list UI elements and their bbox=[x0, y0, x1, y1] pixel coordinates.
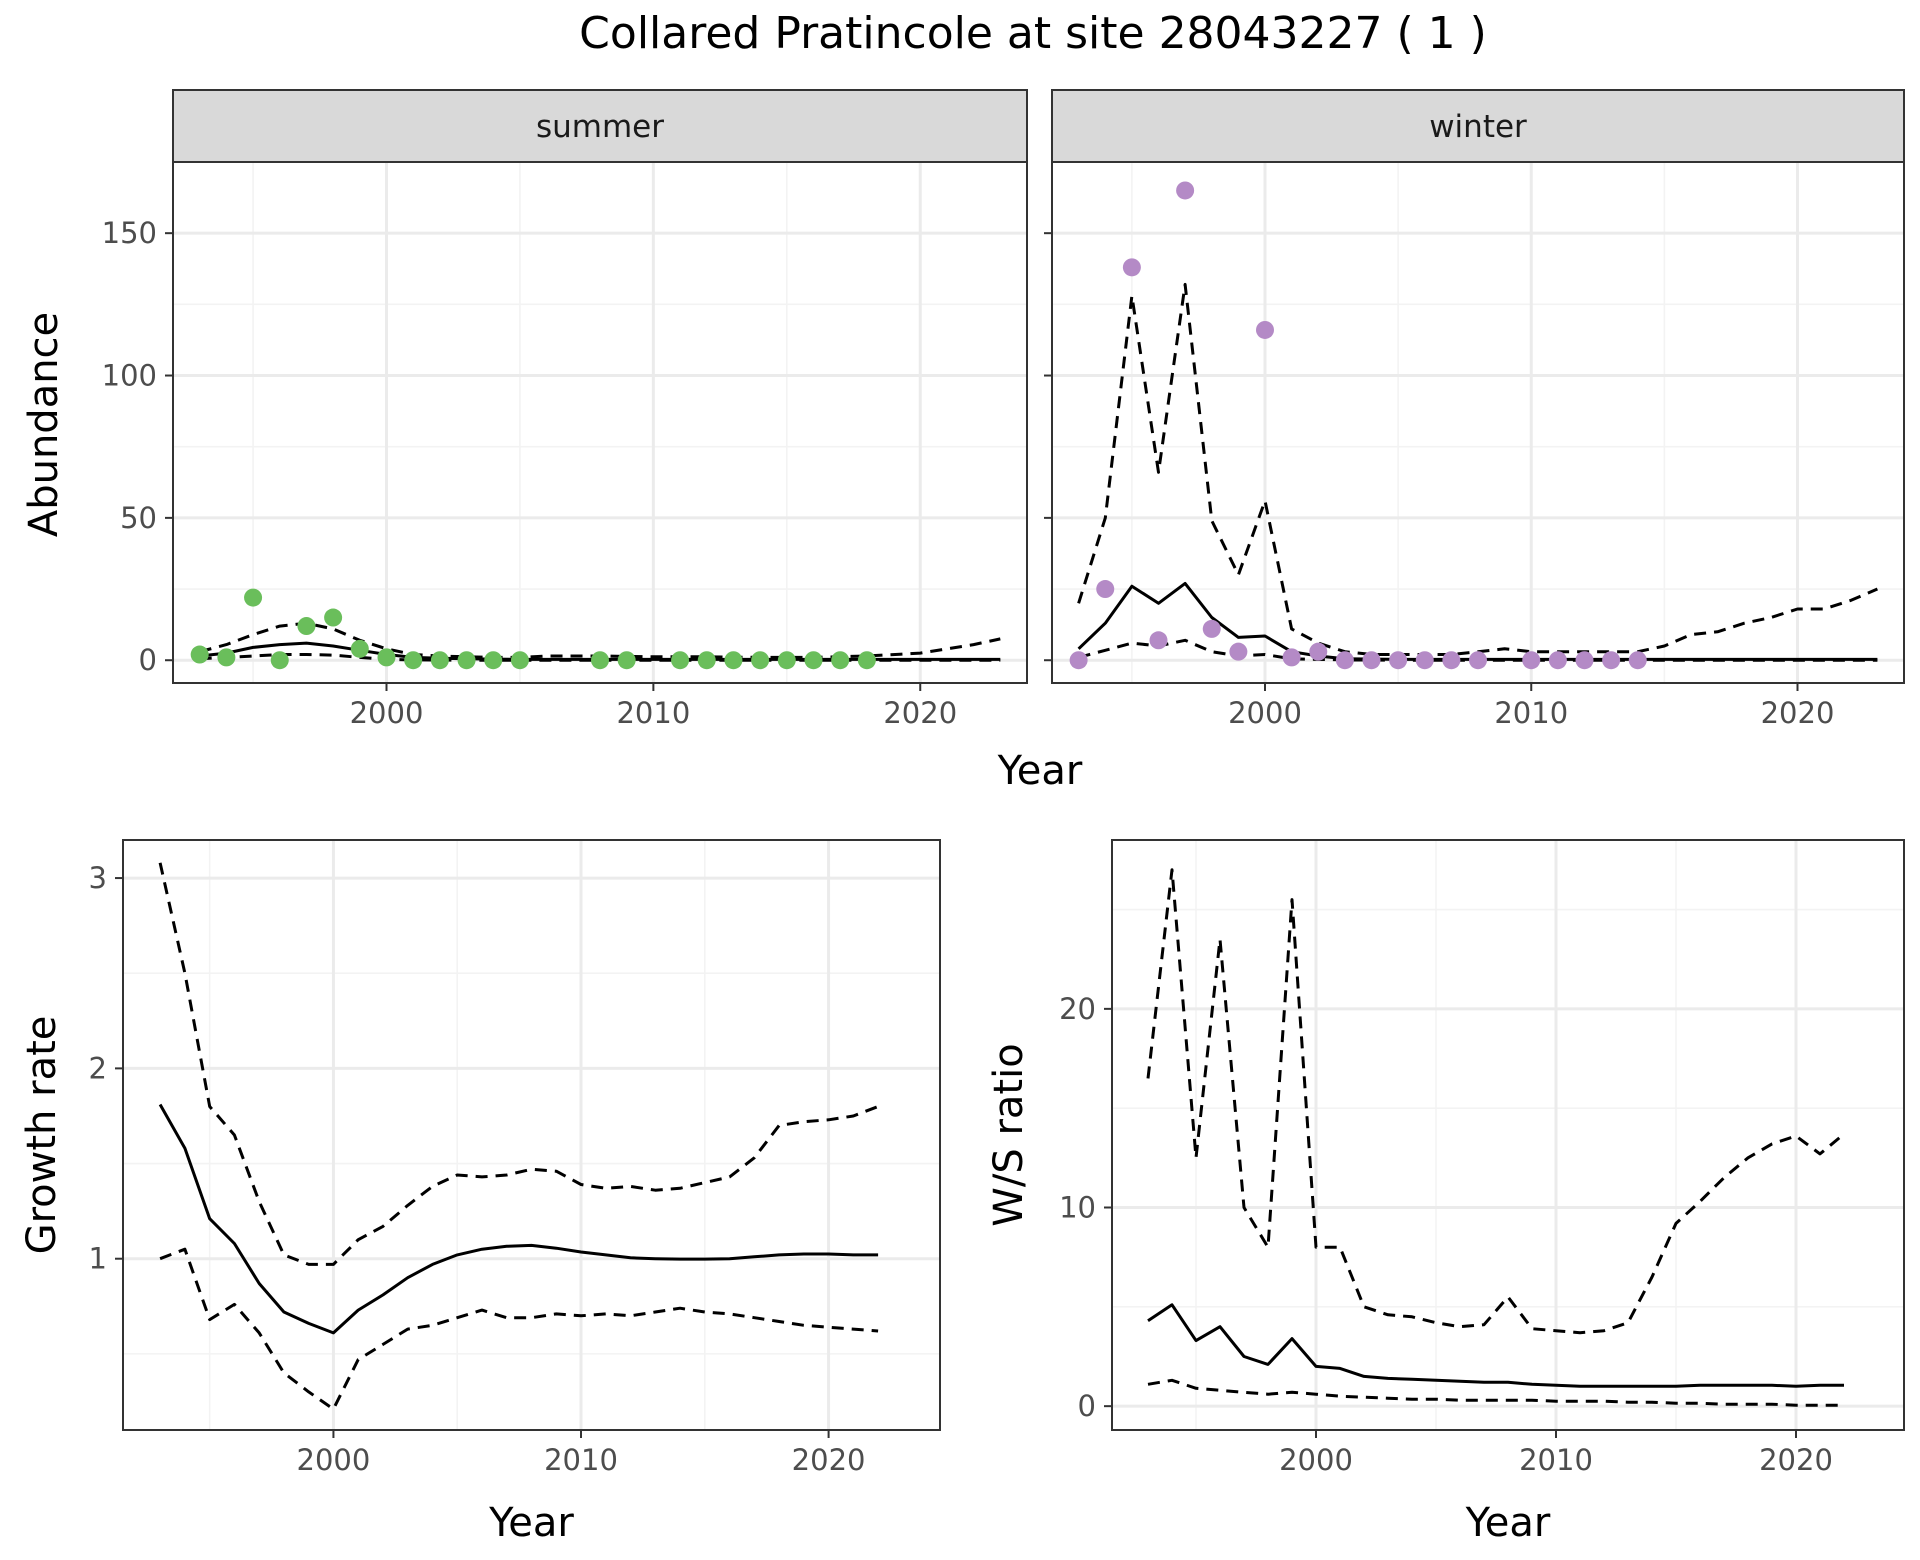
winter-strip bbox=[1051, 89, 1905, 163]
summer-strip-label: summer bbox=[536, 109, 664, 145]
y-tick-label: 3 bbox=[89, 861, 107, 895]
x-tick-label: 2000 bbox=[1228, 696, 1302, 730]
summer-data-point bbox=[190, 645, 209, 664]
winter-data-point bbox=[1335, 651, 1354, 670]
summer-data-point bbox=[591, 651, 609, 670]
ratio-panel-border bbox=[1111, 839, 1905, 1431]
x-tick-label: 2010 bbox=[616, 696, 690, 730]
winter-data-point bbox=[1282, 648, 1301, 667]
summer-data-point bbox=[724, 651, 743, 670]
x-tick-label: 2000 bbox=[1279, 1443, 1353, 1477]
growth-panel-border bbox=[122, 839, 941, 1431]
y-tick-label: 10 bbox=[1059, 1191, 1096, 1225]
winter-data-point bbox=[1229, 642, 1248, 661]
winter-strip-label: winter bbox=[1429, 109, 1527, 145]
winter-data-point bbox=[1469, 651, 1487, 670]
winter-panel: winter 2000 2010 2020 bbox=[1044, 89, 1905, 730]
growth-series-solid-estimate bbox=[158, 1103, 879, 1335]
summer-data-point bbox=[377, 648, 396, 667]
winter-data-point bbox=[1309, 642, 1328, 661]
y-tick-label: 50 bbox=[120, 501, 157, 535]
y-tick-label: 100 bbox=[102, 359, 157, 393]
x-tick-label: 2000 bbox=[297, 1443, 371, 1477]
x-tick-label: 2020 bbox=[792, 1443, 866, 1477]
summer-panel-background bbox=[173, 162, 1027, 683]
ratio-x-axis-title: Year bbox=[1465, 1500, 1551, 1546]
summer-data-point bbox=[404, 651, 423, 670]
growth-x-axis-title: Year bbox=[488, 1500, 574, 1546]
summer-data-point bbox=[804, 651, 823, 670]
winter-data-point bbox=[1096, 580, 1115, 599]
growth-series-dashed-band-2 bbox=[159, 1247, 879, 1411]
summer-data-point bbox=[430, 651, 449, 670]
summer-data-point bbox=[777, 651, 796, 670]
winter-data-point bbox=[1389, 651, 1408, 670]
winter-series-dashed-band-2 bbox=[1078, 638, 1878, 662]
summer-data-point bbox=[671, 651, 690, 670]
ratio-series-dashed-band-1 bbox=[1146, 868, 1845, 1335]
ratio-panel-background bbox=[1112, 840, 1904, 1430]
y-tick-label: 2 bbox=[89, 1051, 107, 1085]
winter-data-point bbox=[1522, 651, 1541, 670]
top-y-axis-title: Abundance bbox=[21, 312, 67, 537]
x-tick-label: 2010 bbox=[1494, 696, 1568, 730]
summer-data-point bbox=[510, 651, 529, 670]
summer-data-point bbox=[244, 588, 263, 607]
x-tick-label: 2000 bbox=[350, 696, 424, 730]
ratio-y-axis-title: W/S ratio bbox=[986, 1043, 1032, 1226]
top-x-axis-title: Year bbox=[997, 748, 1083, 794]
x-tick-label: 2020 bbox=[1759, 1443, 1833, 1477]
winter-data-point bbox=[1575, 651, 1594, 670]
summer-data-point bbox=[217, 648, 236, 667]
ratio-series-dashed-band-2 bbox=[1147, 1378, 1844, 1407]
y-tick-label: 0 bbox=[1078, 1389, 1096, 1423]
y-tick-label: 1 bbox=[89, 1242, 107, 1276]
summer-data-point bbox=[350, 639, 369, 658]
winter-data-point bbox=[1548, 651, 1567, 670]
winter-data-point bbox=[1415, 651, 1434, 670]
y-tick-label: 150 bbox=[102, 216, 157, 250]
summer-data-point bbox=[617, 651, 636, 670]
x-tick-label: 2010 bbox=[1519, 1443, 1593, 1477]
winter-data-point bbox=[1628, 651, 1647, 670]
winter-data-point bbox=[1149, 631, 1168, 650]
winter-data-point bbox=[1069, 651, 1088, 670]
winter-data-point bbox=[1176, 181, 1195, 200]
growth-panel-background bbox=[123, 840, 940, 1430]
summer-data-point bbox=[751, 651, 770, 670]
growth-y-axis-title: Growth rate bbox=[19, 1016, 65, 1255]
winter-data-point bbox=[1122, 258, 1141, 277]
summer-data-point bbox=[457, 651, 476, 670]
ratio-series-solid-estimate bbox=[1147, 1303, 1844, 1388]
winter-data-point bbox=[1362, 651, 1381, 670]
y-tick-label: 0 bbox=[139, 643, 157, 677]
summer-data-point bbox=[697, 651, 716, 670]
summer-data-point bbox=[484, 651, 503, 670]
summer-data-point bbox=[831, 651, 850, 670]
growth-series-dashed-band-1 bbox=[158, 862, 879, 1266]
summer-data-point bbox=[297, 617, 316, 636]
x-tick-label: 2020 bbox=[1761, 696, 1835, 730]
ratio-panel: 2000 2010 2020 0 10 20 Year W/S ratio bbox=[986, 839, 1905, 1546]
winter-data-point bbox=[1442, 651, 1461, 670]
winter-data-point bbox=[1602, 651, 1621, 670]
winter-data-point bbox=[1256, 320, 1274, 339]
figure-title: Collared Pratincole at site 28043227 ( 1… bbox=[579, 8, 1487, 59]
summer-data-point bbox=[857, 651, 876, 670]
growth-panel: 2000 2010 2020 1 2 3 Year Growth rate bbox=[19, 839, 941, 1546]
summer-data-point bbox=[324, 608, 343, 627]
winter-data-point bbox=[1202, 619, 1221, 638]
summer-data-point bbox=[270, 651, 289, 670]
summer-strip bbox=[172, 89, 1028, 163]
x-tick-label: 2010 bbox=[544, 1443, 618, 1477]
winter-panel-background bbox=[1052, 162, 1904, 683]
x-tick-label: 2020 bbox=[883, 696, 957, 730]
summer-panel: summer 2000 2010 2020 0 50 100 150 Year Abundance bbox=[21, 89, 1083, 794]
y-tick-label: 20 bbox=[1059, 992, 1096, 1026]
